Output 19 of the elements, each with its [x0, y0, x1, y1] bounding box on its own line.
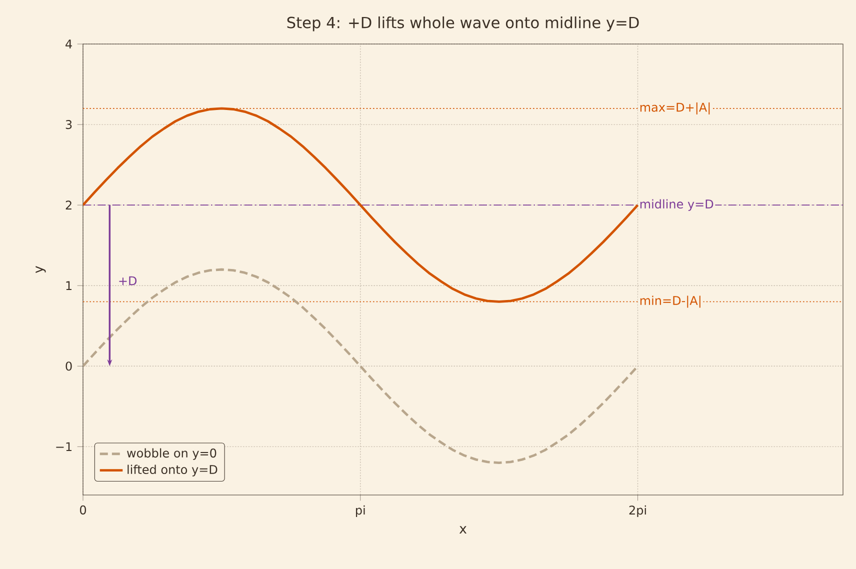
y-tick-label: 4 — [66, 40, 72, 48]
y-tick-label: 1 — [66, 281, 72, 290]
y-tick-label: 0 — [66, 362, 72, 371]
y-tick-label: −1 — [56, 442, 72, 452]
x-tick-label: pi — [356, 505, 365, 518]
ref-line-label: midline y=D — [640, 199, 714, 211]
y-tick-label: 2 — [66, 200, 72, 210]
ref-line-label: min=D-|A| — [640, 296, 700, 308]
annotation: +D — [119, 276, 137, 286]
line-series — [83, 268, 639, 464]
x-tick-label: 0 — [80, 505, 86, 514]
chart-title: Step 4: +D lifts whole wave onto midline y=D — [287, 16, 639, 32]
ref-line-label: max=D+|A| — [640, 102, 710, 114]
x-tick-label: 2pi — [629, 505, 646, 518]
y-tick-label: 3 — [66, 120, 72, 130]
legend-label: wobble on y=0 — [127, 448, 216, 460]
x-axis-title: x — [459, 526, 467, 534]
legend-label: lifted onto y=D — [128, 464, 218, 476]
y-axis-title: y — [36, 266, 46, 274]
